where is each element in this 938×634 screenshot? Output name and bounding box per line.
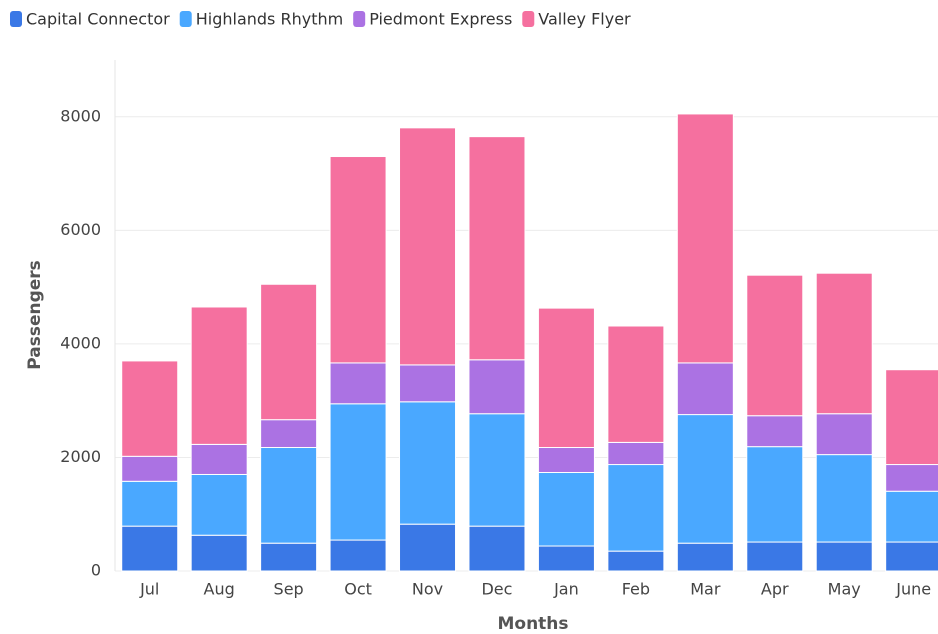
y-tick-label: 0 bbox=[91, 561, 101, 580]
x-tick-label: Feb bbox=[622, 580, 650, 599]
bar-segment bbox=[676, 113, 734, 364]
x-tick-label: Dec bbox=[481, 580, 512, 599]
bar-segment bbox=[121, 480, 179, 527]
bar-segment bbox=[537, 447, 595, 473]
bar-segment bbox=[190, 534, 248, 572]
legend-label: Highlands Rhythm bbox=[196, 10, 343, 29]
x-tick-label: Apr bbox=[761, 580, 789, 599]
x-tick-label: June bbox=[895, 580, 931, 599]
legend-label: Capital Connector bbox=[26, 10, 170, 29]
bar-segment bbox=[676, 362, 734, 416]
bar-segment bbox=[815, 454, 873, 543]
bar-segment bbox=[885, 464, 938, 492]
bar-segment bbox=[468, 136, 526, 361]
legend-swatch bbox=[353, 11, 366, 27]
legend-label: Piedmont Express bbox=[369, 10, 512, 29]
x-tick-label: May bbox=[828, 580, 861, 599]
bar-segment bbox=[329, 362, 387, 405]
bar-segment bbox=[815, 541, 873, 572]
bar-segment bbox=[260, 542, 318, 572]
y-tick-label: 8000 bbox=[60, 106, 101, 125]
bar-segment bbox=[885, 490, 938, 543]
legend: Capital Connector Highlands Rhythm Piedmon… bbox=[10, 10, 631, 29]
x-tick-label: Jul bbox=[139, 580, 159, 599]
y-axis-title: Passengers bbox=[25, 260, 45, 370]
legend-swatch bbox=[179, 11, 192, 27]
bar-segment bbox=[121, 360, 179, 457]
bar-segment bbox=[468, 413, 526, 527]
bar-segment bbox=[121, 525, 179, 572]
legend-swatch bbox=[10, 11, 22, 27]
x-tick-label: Jan bbox=[553, 580, 579, 599]
y-tick-label: 4000 bbox=[60, 333, 101, 352]
bar-segment bbox=[676, 542, 734, 572]
bar-segment bbox=[329, 156, 387, 364]
bar-segment bbox=[607, 464, 665, 552]
y-tick-label: 6000 bbox=[60, 220, 101, 239]
bar-segment bbox=[537, 307, 595, 449]
bar-segment bbox=[607, 441, 665, 466]
bar-segment bbox=[260, 283, 318, 421]
bar-segment bbox=[399, 127, 457, 366]
bar-segment bbox=[468, 525, 526, 572]
bar-segment bbox=[815, 272, 873, 415]
bar-segment bbox=[121, 455, 179, 482]
bar-segment bbox=[329, 403, 387, 541]
bar-segment bbox=[607, 550, 665, 572]
bar-segment bbox=[537, 545, 595, 572]
bar-segment bbox=[746, 541, 804, 572]
legend-swatch bbox=[522, 11, 535, 27]
bar-segment bbox=[885, 369, 938, 466]
x-tick-label: Nov bbox=[412, 580, 443, 599]
bar-segment bbox=[190, 473, 248, 536]
bar-segment bbox=[676, 414, 734, 544]
legend-label: Valley Flyer bbox=[538, 10, 631, 29]
bar-segment bbox=[399, 523, 457, 572]
y-tick-label: 2000 bbox=[60, 447, 101, 466]
x-tick-label: Mar bbox=[690, 580, 721, 599]
bar-segment bbox=[746, 415, 804, 448]
bar-segment bbox=[399, 364, 457, 403]
bar-segment bbox=[399, 401, 457, 525]
bar-segment bbox=[260, 419, 318, 449]
x-tick-label: Oct bbox=[344, 580, 372, 599]
x-tick-label: Sep bbox=[274, 580, 304, 599]
bar-segment bbox=[746, 446, 804, 543]
bar-segment bbox=[537, 471, 595, 547]
bar-segment bbox=[607, 325, 665, 443]
bar-segment bbox=[190, 443, 248, 475]
bar-segment bbox=[815, 413, 873, 456]
bar-segment bbox=[746, 274, 804, 417]
x-axis-title: Months bbox=[497, 614, 568, 634]
bar-segment bbox=[885, 541, 938, 572]
bar-segment bbox=[190, 306, 248, 445]
bar-segment bbox=[260, 447, 318, 544]
bar-segment bbox=[468, 359, 526, 415]
bar-segment bbox=[329, 539, 387, 572]
x-tick-label: Aug bbox=[204, 580, 235, 599]
